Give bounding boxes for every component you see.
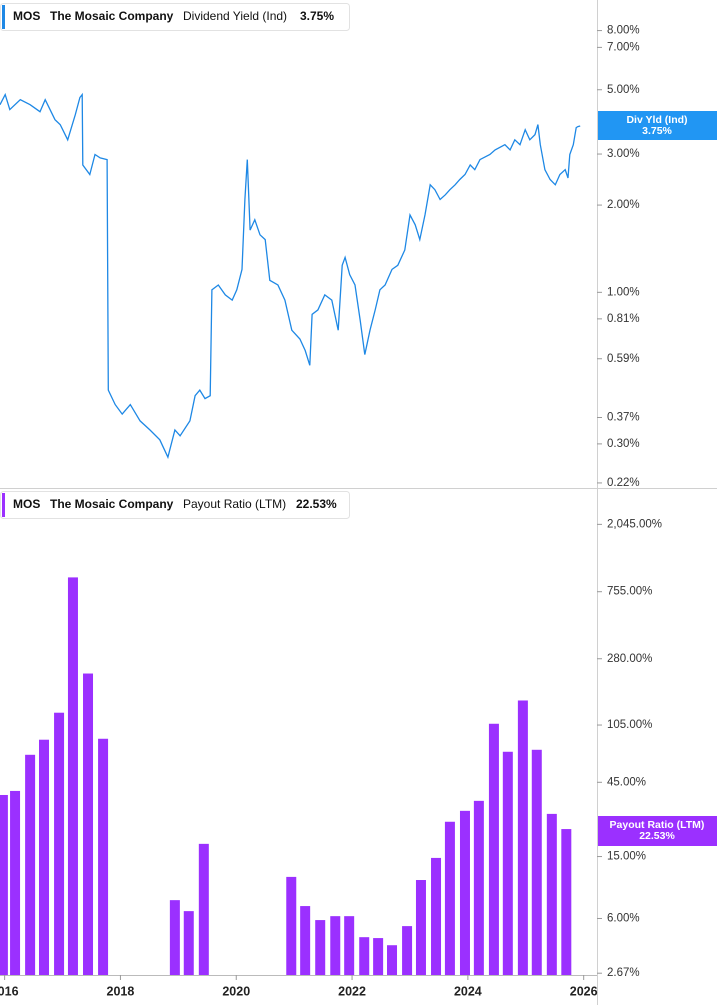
legend-value: 22.53%	[296, 497, 337, 511]
y-tick-label: 0.59%	[607, 353, 640, 365]
bar	[25, 754, 36, 975]
bar	[183, 911, 194, 975]
line	[0, 92, 581, 460]
x-tick-label: 2022	[338, 984, 366, 998]
legend-ticker: MOS	[13, 497, 40, 511]
bar	[546, 813, 557, 975]
bar	[444, 821, 455, 975]
legend-company: The Mosaic Company	[50, 497, 174, 511]
y-tick-label: 15.00%	[607, 851, 646, 863]
bar	[473, 800, 484, 975]
bar	[169, 900, 180, 975]
y-tick-label: 1.00%	[607, 286, 640, 298]
bar	[330, 916, 341, 975]
y-tick-label: 2.00%	[607, 199, 640, 211]
bar	[98, 738, 109, 975]
legend-value: 3.75%	[300, 9, 334, 23]
y-tick-label: 755.00%	[607, 586, 652, 598]
bar	[415, 880, 426, 975]
value-badge	[598, 111, 717, 140]
legend: MOS The Mosaic Company Dividend Yield (I…	[0, 3, 350, 31]
bar	[517, 700, 528, 975]
bar	[502, 751, 513, 975]
y-tick-label: 2.67%	[607, 967, 640, 979]
y-tick-label: 8.00%	[607, 25, 640, 37]
badge-label: Div Yld (Ind)	[626, 114, 687, 126]
bar	[402, 926, 413, 975]
bar	[67, 577, 78, 975]
legend-box	[0, 3, 350, 31]
x-tick-label: 2024	[454, 984, 482, 998]
bar	[531, 749, 542, 975]
legend-series: Dividend Yield (Ind)	[183, 9, 287, 23]
badge-label: Payout Ratio (LTM)	[610, 819, 705, 831]
y-tick-label: 0.30%	[607, 438, 640, 450]
bar	[459, 810, 470, 975]
y-tick-label: 0.37%	[607, 412, 640, 424]
y-tick-label: 7.00%	[607, 41, 640, 53]
legend-swatch	[2, 5, 5, 29]
legend-box	[0, 491, 350, 519]
bar	[315, 920, 326, 975]
y-tick-label: 0.22%	[607, 477, 640, 489]
y-tick-label: 0.81%	[607, 313, 640, 325]
x-tick-label: 2020	[222, 984, 250, 998]
bar	[39, 739, 50, 975]
bar	[0, 794, 8, 975]
bar	[488, 723, 499, 975]
legend-company: The Mosaic Company	[50, 9, 174, 23]
bar	[387, 945, 398, 975]
y-tick-label: 5.00%	[607, 84, 640, 96]
value-badge	[598, 816, 717, 846]
bar	[10, 790, 21, 975]
bar	[286, 876, 297, 975]
y-tick-label: 6.00%	[607, 913, 640, 925]
bar	[54, 712, 65, 975]
legend-ticker: MOS	[13, 9, 40, 23]
x-tick-label: 2018	[107, 984, 135, 998]
bar	[561, 829, 572, 975]
bar	[373, 938, 384, 975]
y-tick-label: 2,045.00%	[607, 518, 662, 530]
bar	[344, 916, 355, 975]
bar	[431, 857, 442, 975]
x-tick-label: 2016	[0, 984, 19, 998]
bar	[300, 906, 311, 975]
y-tick-label: 280.00%	[607, 653, 652, 665]
bar	[83, 673, 94, 975]
bar	[198, 843, 209, 975]
badge-value: 3.75%	[642, 125, 672, 137]
badge-value: 22.53%	[639, 830, 675, 842]
legend-swatch	[2, 493, 5, 517]
y-tick-label: 105.00%	[607, 719, 652, 731]
x-tick-label: 2026	[570, 984, 598, 998]
legend: MOS The Mosaic Company Payout Ratio (LTM…	[0, 491, 350, 519]
y-tick-label: 3.00%	[607, 148, 640, 160]
bar	[359, 937, 370, 975]
legend-series: Payout Ratio (LTM)	[183, 497, 286, 511]
y-tick-label: 45.00%	[607, 776, 646, 788]
